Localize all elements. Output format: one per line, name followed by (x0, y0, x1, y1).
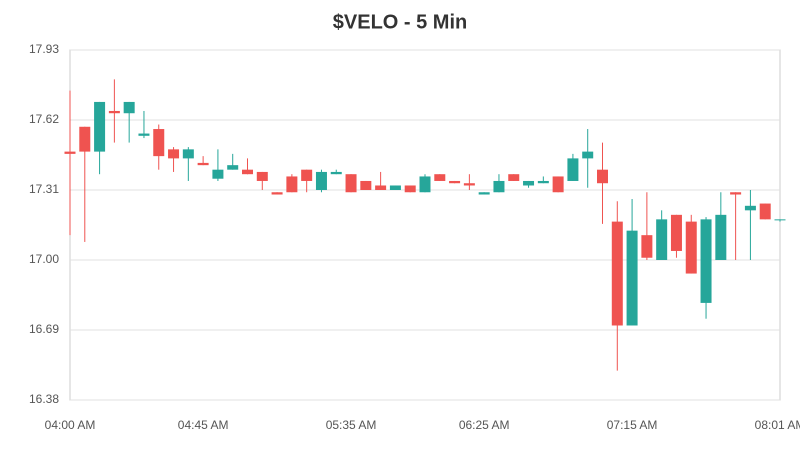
candle-body (168, 149, 180, 159)
candle-body (375, 185, 387, 190)
candle-body (685, 221, 697, 274)
candle-body (730, 192, 742, 195)
x-tick-label: 07:15 AM (607, 418, 658, 432)
candle-body (774, 219, 786, 221)
candle-body (552, 176, 564, 193)
candle-body (123, 101, 135, 114)
candle-body (478, 192, 490, 195)
x-tick-label: 04:45 AM (178, 418, 229, 432)
candle-body (670, 214, 682, 251)
candle-body (744, 205, 756, 211)
y-tick-label: 16.38 (29, 392, 59, 406)
candle-body (182, 149, 194, 159)
x-tick-label: 08:01 AM (755, 418, 800, 432)
y-tick-label: 17.31 (29, 182, 59, 196)
candle-body (108, 110, 120, 114)
y-tick-label: 17.93 (29, 42, 59, 56)
x-tick-label: 05:35 AM (326, 418, 377, 432)
candle-body (330, 171, 342, 175)
candle-body (345, 174, 357, 193)
candle-body (597, 169, 608, 184)
candle-body (508, 174, 520, 181)
candle-body (271, 192, 283, 195)
candle-body (360, 180, 372, 190)
candle-body (389, 185, 401, 190)
candle-body (434, 174, 446, 181)
candle-body (212, 169, 224, 179)
candle-body (582, 151, 594, 159)
candle-body (64, 151, 76, 154)
x-tick-label: 06:25 AM (459, 418, 510, 432)
candle-body (227, 165, 239, 170)
candle-body (138, 133, 150, 136)
candle-body (419, 176, 431, 193)
candle-body (523, 180, 535, 186)
candle-body (567, 158, 579, 181)
candle-body (301, 169, 313, 181)
y-tick-label: 17.62 (29, 112, 59, 126)
candle-body (242, 169, 253, 175)
y-tick-label: 17.00 (29, 252, 59, 266)
candle-body (759, 203, 771, 220)
candle-body (153, 129, 165, 157)
candle-body (286, 176, 298, 193)
candle-body (463, 183, 475, 186)
candle-body (197, 162, 209, 166)
candle-body (700, 219, 712, 303)
x-tick-label: 04:00 AM (45, 418, 96, 432)
candle-body (404, 185, 416, 193)
candle-body (626, 230, 638, 326)
y-tick-label: 16.69 (29, 322, 59, 336)
candle-body (656, 219, 668, 260)
candle-body (94, 101, 106, 152)
candle-body (641, 235, 653, 258)
candle-body (715, 214, 727, 260)
candle-body (493, 180, 505, 193)
candle-body (315, 171, 327, 190)
chart-title: $VELO - 5 Min (333, 11, 467, 33)
candle-body (256, 171, 268, 181)
candle-body (537, 180, 549, 184)
candle-body (611, 221, 623, 326)
candle-body (449, 180, 461, 184)
candle-body (79, 126, 91, 152)
